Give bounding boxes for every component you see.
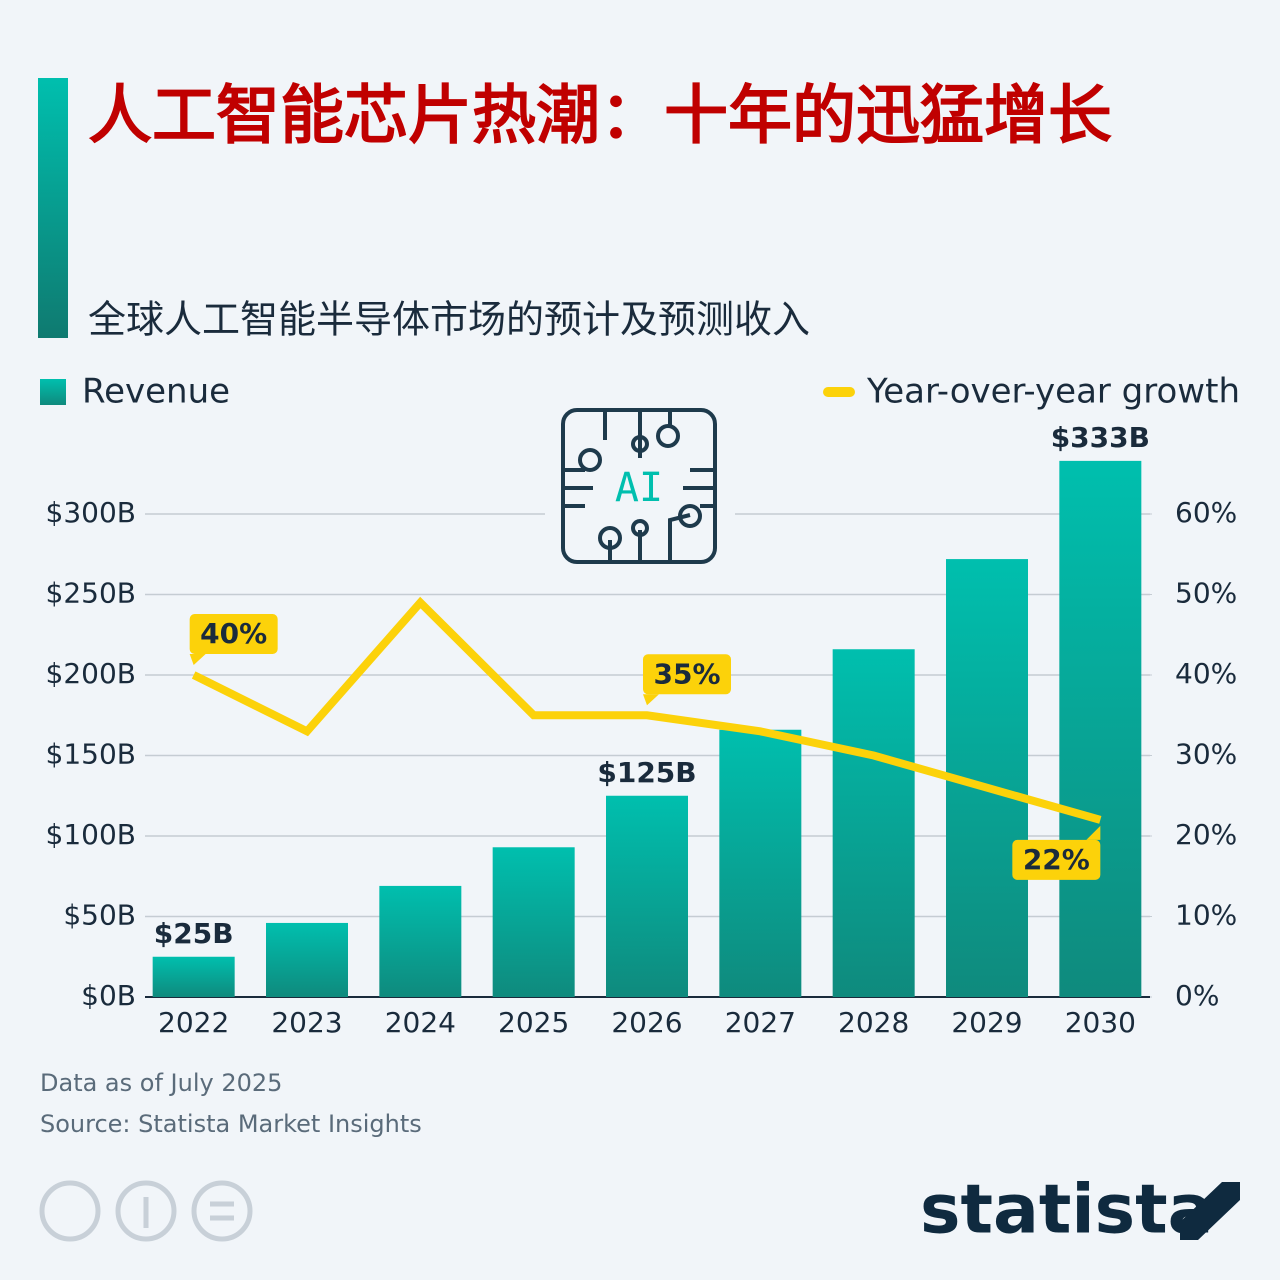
nd-icon [191, 1180, 253, 1242]
chart-title: 人工智能芯片热潮：十年的迅猛增长 [88, 80, 1112, 154]
x-tick-label: 2028 [838, 1006, 909, 1039]
by-icon [115, 1180, 177, 1242]
y2-tick-label: 30% [1175, 738, 1237, 771]
accent-bar [38, 78, 68, 338]
y2-tick-label: 20% [1175, 818, 1237, 851]
source: Source: Statista Market Insights [40, 1110, 422, 1138]
y2-tick-label: 40% [1175, 657, 1237, 690]
label-pointer [1086, 825, 1101, 840]
y-tick-label: $100B [46, 818, 136, 851]
growth-line [191, 596, 1102, 824]
line-value-label: 40% [200, 617, 267, 650]
bar-value-label: $333B [1051, 421, 1150, 454]
line-value-label: 35% [653, 657, 720, 690]
label-pointer [643, 694, 659, 706]
x-tick-label: 2029 [951, 1006, 1022, 1039]
icon-node [631, 519, 649, 537]
icon-node [631, 435, 649, 453]
x-tick-label: 2025 [498, 1006, 569, 1039]
bar-value-label: $25B [154, 917, 234, 950]
bar [1059, 460, 1142, 997]
icon-text: AI [615, 465, 663, 511]
y-tick-label: $200B [46, 657, 136, 690]
footnote: Data as of July 2025 [40, 1069, 282, 1097]
y2-tick-label: 50% [1175, 577, 1237, 610]
label-pointer [189, 654, 206, 665]
x-tick-label: 2027 [725, 1006, 796, 1039]
y-tick-label: $50B [63, 899, 136, 932]
bar-value-label: $125B [597, 756, 696, 789]
bar [152, 956, 235, 997]
x-tick-label: 2030 [1065, 1006, 1136, 1039]
bar [606, 795, 688, 997]
y2-tick-label: 0% [1175, 979, 1219, 1012]
license-icons [39, 1180, 253, 1242]
ai-icon: AI [545, 400, 735, 575]
legend-swatch [40, 379, 66, 405]
x-tick-label: 2026 [611, 1006, 682, 1039]
bar [266, 922, 348, 997]
y-tick-label: $250B [46, 577, 136, 610]
icon-node [598, 526, 622, 550]
line-value-label: 22% [1023, 843, 1090, 876]
y2-tick-label: 10% [1175, 899, 1237, 932]
chart-subtitle: 全球人工智能半导体市场的预计及预测收入 [88, 298, 810, 342]
icon-node [578, 448, 602, 472]
y-tick-label: $0B [81, 979, 136, 1012]
y2-tick-label: 60% [1175, 496, 1237, 529]
bar [719, 729, 802, 997]
legend-label: Year-over-year growth [866, 372, 1240, 412]
brand-logo: statista [920, 1171, 1214, 1250]
x-tick-label: 2024 [385, 1006, 456, 1039]
y-tick-label: $150B [46, 738, 136, 771]
icon-strokes [143, 1197, 234, 1228]
y-tick-label: $300B [46, 496, 136, 529]
legend-label: Revenue [82, 372, 230, 412]
bar [379, 885, 462, 997]
brand-mark [1180, 1182, 1240, 1240]
icon-node [656, 424, 680, 448]
x-tick-label: 2023 [271, 1006, 342, 1039]
label-box [1012, 839, 1101, 880]
label-box [189, 614, 278, 654]
icon-node [678, 504, 702, 528]
x-tick-label: 2022 [158, 1006, 229, 1039]
icon-circuit [563, 410, 715, 562]
bar [832, 649, 915, 997]
label-box [643, 654, 731, 695]
cc-icon [39, 1180, 101, 1242]
plot-area: $0B $50B $100B $150B $200B $250B $300B 0% 10% 20%… [46, 421, 1238, 1039]
bar [492, 847, 575, 997]
